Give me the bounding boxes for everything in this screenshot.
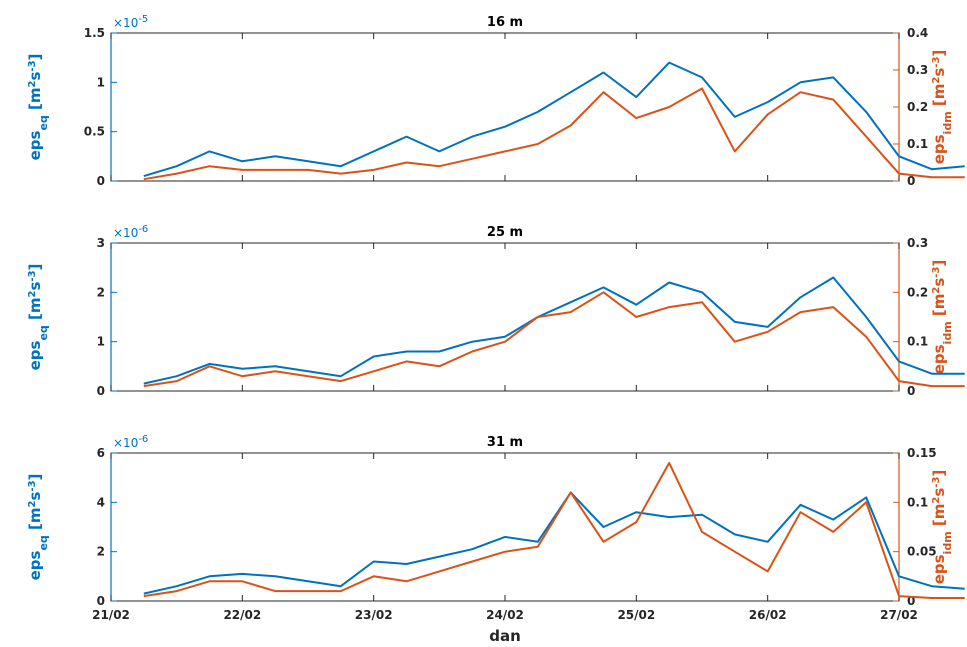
right-tick-label: 0.05 <box>907 545 937 559</box>
right-axis-label: epsidm [m2s-3] <box>930 260 954 375</box>
left-exponent-label: ×10-6 <box>113 224 148 241</box>
right-tick-label: 0.3 <box>907 63 928 77</box>
left-axis-label: epseq [m2s-3] <box>26 54 50 161</box>
eps-eq-line <box>143 491 965 595</box>
panel-title: 31 m <box>487 435 523 450</box>
x-tick-label: 24/02 <box>486 608 524 622</box>
right-tick-label: 0.2 <box>907 100 928 114</box>
right-tick-label: 0 <box>907 384 915 398</box>
plot-box <box>110 32 900 182</box>
right-axis-label: epsidm [m2s-3] <box>930 50 954 165</box>
left-axis-label: epseq [m2s-3] <box>26 474 50 581</box>
x-tick-label: 22/02 <box>223 608 261 622</box>
eps-idm-line <box>143 291 965 388</box>
right-tick-label: 0.4 <box>907 26 928 40</box>
left-tick-label: 2 <box>97 545 105 559</box>
x-tick-label: 25/02 <box>617 608 655 622</box>
panel-2: 25 m 0 1 2 3 0 0.1 0.2 0.3 ×10-6 epseq [m2s-3] epsi… <box>26 224 965 398</box>
left-tick-label: 0 <box>97 174 105 188</box>
left-tick-label: 3 <box>97 236 105 250</box>
eps-eq-line <box>143 61 965 178</box>
right-tick-label: 0.2 <box>907 285 928 299</box>
left-tick-label: 0.5 <box>84 125 105 139</box>
left-tick-label: 6 <box>97 446 105 460</box>
x-tick-label: 23/02 <box>355 608 393 622</box>
left-exponent-label: ×10-5 <box>113 14 148 31</box>
left-tick-label: 1.5 <box>84 26 105 40</box>
right-axis-label: epsidm [m2s-3] <box>930 470 954 585</box>
x-axis-label: dan <box>489 627 521 645</box>
right-tick-label: 0.3 <box>907 236 928 250</box>
left-exponent-label: ×10-6 <box>113 434 148 451</box>
panel-title: 25 m <box>487 225 523 240</box>
left-tick-label: 1 <box>97 335 105 349</box>
eps-idm-line <box>143 461 965 599</box>
x-tick-label: 21/02 <box>92 608 130 622</box>
right-tick-label: 0.1 <box>907 495 928 509</box>
panel-1: 16 m 0 0.5 1 1.5 0 0.1 0.2 0.3 0.4 ×10-5 epseq [m2s… <box>26 14 965 188</box>
eps-eq-line <box>143 276 965 385</box>
left-tick-label: 1 <box>97 75 105 89</box>
x-tick-label: 27/02 <box>880 608 918 622</box>
plot-box <box>110 242 900 392</box>
right-tick-label: 0.1 <box>907 137 928 151</box>
left-tick-label: 2 <box>97 285 105 299</box>
left-tick-label: 0 <box>97 384 105 398</box>
left-tick-label: 0 <box>97 594 105 608</box>
left-axis-label: epseq [m2s-3] <box>26 264 50 371</box>
panel-3: 31 m 0 2 4 6 0 0.05 0.1 0.15 ×10-6 epseq [m2s-3] ep… <box>26 434 965 608</box>
right-tick-label: 0 <box>907 594 915 608</box>
right-tick-label: 0.15 <box>907 446 937 460</box>
right-tick-label: 0.1 <box>907 335 928 349</box>
panel-title: 16 m <box>487 15 523 30</box>
x-axis: 21/02 22/02 23/02 24/02 25/02 26/02 27/02 dan <box>92 608 918 645</box>
x-tick-label: 26/02 <box>749 608 787 622</box>
left-tick-label: 4 <box>97 495 105 509</box>
eps-idm-line <box>143 87 965 181</box>
right-tick-label: 0 <box>907 174 915 188</box>
